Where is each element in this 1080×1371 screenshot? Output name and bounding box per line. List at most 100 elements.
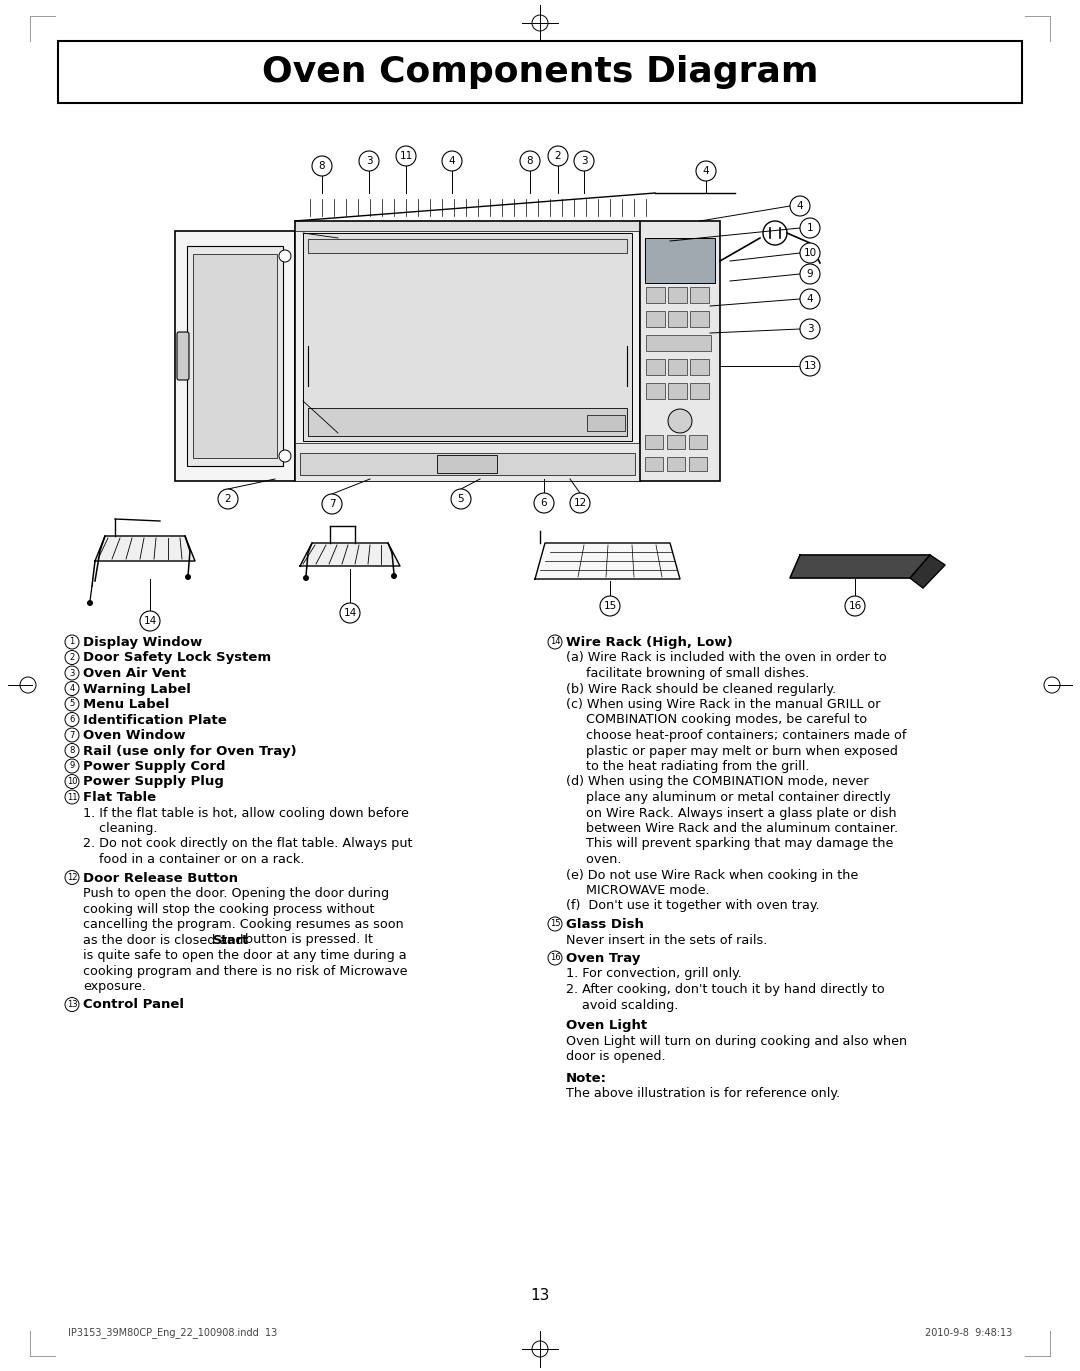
Text: 7: 7 (69, 731, 75, 739)
Text: door is opened.: door is opened. (566, 1050, 665, 1063)
Text: (d) When using the COMBINATION mode, never: (d) When using the COMBINATION mode, nev… (566, 776, 868, 788)
Text: button is pressed. It: button is pressed. It (241, 934, 373, 946)
Text: 10: 10 (67, 777, 78, 786)
Circle shape (800, 289, 820, 308)
Text: Control Panel: Control Panel (83, 998, 184, 1012)
Text: place any aluminum or metal container directly: place any aluminum or metal container di… (566, 791, 891, 803)
FancyBboxPatch shape (645, 435, 663, 448)
FancyBboxPatch shape (295, 221, 640, 481)
Text: exposure.: exposure. (83, 980, 146, 993)
Text: 2. After cooking, don't touch it by hand directly to: 2. After cooking, don't touch it by hand… (566, 983, 885, 995)
Circle shape (65, 728, 79, 742)
Circle shape (570, 494, 590, 513)
Circle shape (800, 265, 820, 284)
Text: cooking will stop the cooking process without: cooking will stop the cooking process wi… (83, 902, 375, 916)
Text: Power Supply Plug: Power Supply Plug (83, 776, 224, 788)
Text: as the door is closed and: as the door is closed and (83, 934, 247, 946)
Text: 1. If the flat table is hot, allow cooling down before: 1. If the flat table is hot, allow cooli… (83, 806, 409, 820)
Text: between Wire Rack and the aluminum container.: between Wire Rack and the aluminum conta… (566, 823, 899, 835)
Text: Oven Light: Oven Light (566, 1019, 647, 1032)
Text: This will prevent sparking that may damage the: This will prevent sparking that may dama… (566, 838, 893, 850)
Polygon shape (910, 555, 945, 588)
Text: 2: 2 (69, 653, 75, 662)
Text: to the heat radiating from the grill.: to the heat radiating from the grill. (566, 760, 810, 773)
Text: 11: 11 (400, 151, 413, 160)
FancyBboxPatch shape (177, 332, 189, 380)
Text: Rail (use only for Oven Tray): Rail (use only for Oven Tray) (83, 744, 297, 758)
Text: Display Window: Display Window (83, 636, 202, 648)
FancyBboxPatch shape (646, 359, 665, 376)
Circle shape (548, 917, 562, 931)
Text: 16: 16 (849, 600, 862, 611)
Text: 2. Do not cook directly on the flat table. Always put: 2. Do not cook directly on the flat tabl… (83, 838, 413, 850)
FancyBboxPatch shape (667, 435, 685, 448)
Circle shape (87, 600, 93, 606)
Circle shape (845, 596, 865, 616)
Text: (c) When using Wire Rack in the manual GRILL or: (c) When using Wire Rack in the manual G… (566, 698, 880, 712)
Text: 16: 16 (550, 953, 561, 962)
Circle shape (548, 635, 562, 648)
Text: Flat Table: Flat Table (83, 791, 157, 803)
Text: Push to open the door. Opening the door during: Push to open the door. Opening the door … (83, 887, 389, 899)
Text: 13: 13 (67, 999, 78, 1009)
Polygon shape (95, 536, 195, 561)
FancyBboxPatch shape (690, 311, 708, 328)
Circle shape (65, 696, 79, 712)
FancyBboxPatch shape (300, 452, 635, 474)
FancyBboxPatch shape (690, 287, 708, 303)
Text: Power Supply Cord: Power Supply Cord (83, 760, 226, 773)
Text: 2010-9-8  9:48:13: 2010-9-8 9:48:13 (924, 1328, 1012, 1338)
Text: 9: 9 (69, 761, 75, 771)
Circle shape (218, 489, 238, 509)
Circle shape (65, 998, 79, 1012)
Text: 15: 15 (604, 600, 617, 611)
FancyBboxPatch shape (667, 457, 685, 472)
Text: 13: 13 (804, 361, 816, 372)
Text: cleaning.: cleaning. (83, 823, 158, 835)
Polygon shape (535, 543, 680, 579)
Circle shape (65, 666, 79, 680)
Text: Start: Start (212, 934, 247, 946)
Text: Oven Components Diagram: Oven Components Diagram (261, 55, 819, 89)
Circle shape (312, 156, 332, 175)
Text: Oven Window: Oven Window (83, 729, 186, 742)
FancyBboxPatch shape (175, 230, 295, 481)
Circle shape (800, 319, 820, 339)
FancyBboxPatch shape (193, 254, 276, 458)
Text: 2: 2 (555, 151, 562, 160)
Text: Menu Label: Menu Label (83, 698, 170, 712)
Circle shape (65, 775, 79, 788)
FancyBboxPatch shape (645, 239, 715, 282)
Text: 1: 1 (807, 223, 813, 233)
Text: 3: 3 (69, 669, 75, 677)
Text: (a) Wire Rack is included with the oven in order to: (a) Wire Rack is included with the oven … (566, 651, 887, 665)
Text: 13: 13 (530, 1289, 550, 1304)
Text: plastic or paper may melt or burn when exposed: plastic or paper may melt or burn when e… (566, 744, 897, 758)
FancyBboxPatch shape (690, 359, 708, 376)
Text: 10: 10 (804, 248, 816, 258)
Circle shape (696, 160, 716, 181)
FancyBboxPatch shape (640, 221, 720, 481)
Circle shape (65, 760, 79, 773)
FancyBboxPatch shape (308, 409, 627, 436)
Circle shape (519, 151, 540, 171)
Text: Never insert in the sets of rails.: Never insert in the sets of rails. (566, 934, 768, 946)
Text: (f)  Don't use it together with oven tray.: (f) Don't use it together with oven tray… (566, 899, 820, 913)
Circle shape (573, 151, 594, 171)
Text: 1: 1 (69, 638, 75, 647)
Text: Oven Air Vent: Oven Air Vent (83, 668, 186, 680)
Text: 12: 12 (67, 873, 78, 882)
Text: 3: 3 (581, 156, 588, 166)
Circle shape (303, 574, 309, 581)
FancyBboxPatch shape (669, 287, 687, 303)
Text: 8: 8 (527, 156, 534, 166)
Text: 4: 4 (703, 166, 710, 175)
Text: Oven Tray: Oven Tray (566, 951, 640, 965)
Text: 2: 2 (225, 494, 231, 505)
Text: 8: 8 (69, 746, 75, 755)
Text: avoid scalding.: avoid scalding. (566, 998, 678, 1012)
Circle shape (65, 871, 79, 884)
Circle shape (279, 250, 291, 262)
Circle shape (800, 243, 820, 263)
Text: 14: 14 (144, 616, 157, 627)
